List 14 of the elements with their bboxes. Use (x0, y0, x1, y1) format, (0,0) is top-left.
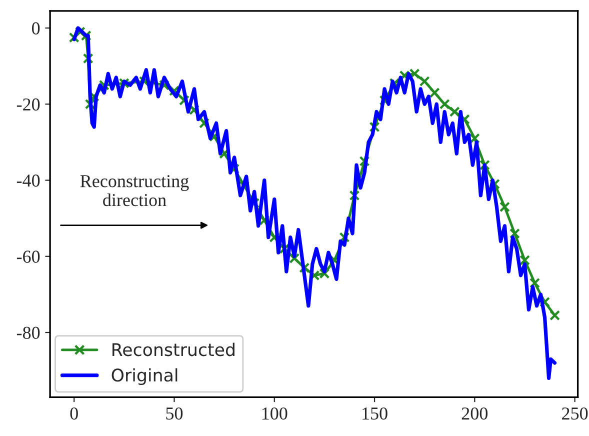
x-tick-label: 50 (166, 407, 183, 420)
annotation: Reconstructing direction (80, 175, 189, 206)
y-tick-label: -20 (16, 98, 40, 111)
x-tick-label: 200 (462, 407, 488, 420)
x-tick-label: 150 (362, 407, 388, 420)
x-tick-label: 250 (562, 407, 588, 420)
legend-label: Reconstructed (112, 342, 234, 356)
y-tick-label: -60 (16, 250, 40, 263)
x-tick-label: 0 (70, 407, 78, 420)
x-tick-label: 100 (262, 407, 288, 420)
y-tick-label: -40 (16, 174, 40, 187)
legend-label: Original (112, 368, 178, 386)
y-tick-label: -80 (16, 326, 40, 339)
y-tick-label: 0 (32, 22, 40, 34)
